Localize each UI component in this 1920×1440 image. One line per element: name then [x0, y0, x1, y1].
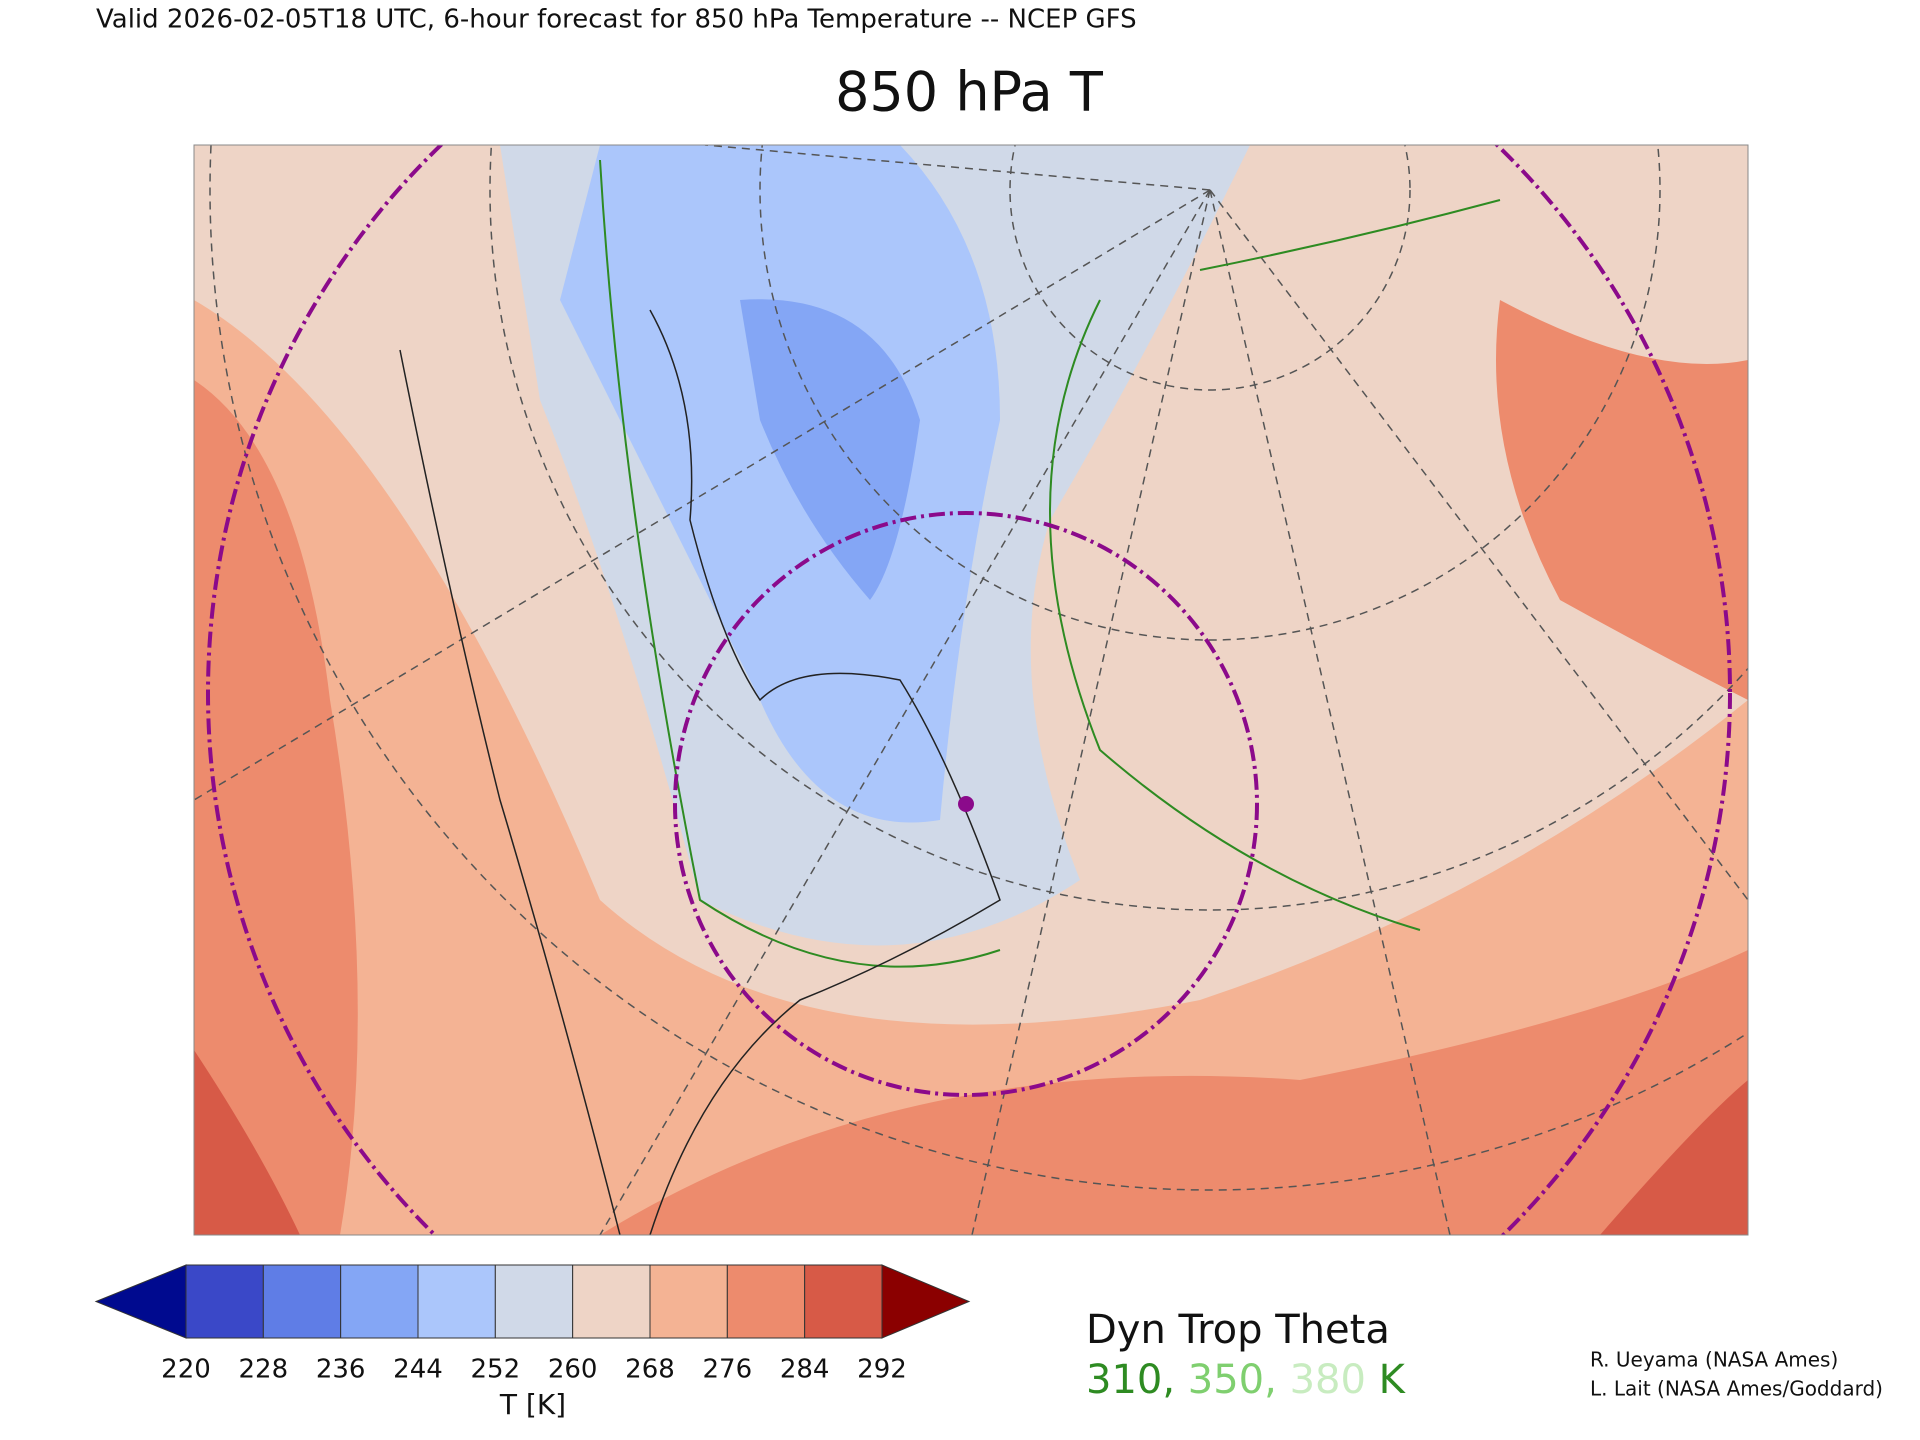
credit: L. Lait (NASA Ames/Goddard) [1590, 1377, 1883, 1401]
colorbar-tick-label: 284 [780, 1355, 830, 1385]
legend-level: 380 [1290, 1357, 1366, 1403]
inner-ring [673, 511, 1259, 1097]
colorbar: 220 228 236 244 252 260 268 276 284 292 [94, 1264, 971, 1385]
colorbar-tick-label: 228 [239, 1355, 289, 1385]
title: 850 hPa T [835, 61, 1104, 124]
hot-southwest [194, 1050, 300, 1235]
legend-level: 310, [1086, 1357, 1175, 1403]
colorbar-box [262, 1264, 342, 1339]
legend-unit: K [1379, 1357, 1407, 1403]
warm-south [600, 950, 1748, 1235]
colorbar-high-arrow [881, 1264, 971, 1339]
warm-east [1496, 300, 1748, 700]
colorbar-tick-label: 268 [625, 1355, 675, 1385]
colorbar-tick-label: 244 [393, 1355, 443, 1385]
legend-level: 350, [1188, 1357, 1277, 1403]
credit: R. Ueyama (NASA Ames) [1590, 1348, 1838, 1372]
colorbar-box [804, 1264, 883, 1339]
colorbar-tick-label: 236 [316, 1355, 366, 1385]
legend-levels: 310, 350, 380 K [1086, 1357, 1407, 1403]
center-dot [958, 796, 974, 812]
colorbar-tick-label: 260 [548, 1355, 598, 1385]
theta-contours [599, 159, 1501, 968]
colorbar-box [494, 1264, 574, 1339]
valid-line: Valid 2026-02-05T18 UTC, 6-hour forecast… [96, 5, 1137, 35]
outer-ring [206, 145, 1732, 1235]
colorbar-box [417, 1264, 496, 1339]
colorbar-box [726, 1264, 806, 1339]
legend-title: Dyn Trop Theta [1086, 1307, 1390, 1353]
colorbar-box [572, 1264, 651, 1339]
colorbar-tick-label: 292 [857, 1355, 907, 1385]
hot-southeast [1600, 1080, 1748, 1235]
colorbar-box [340, 1264, 419, 1339]
warm-west [194, 380, 358, 1235]
colorbar-tick-label: 220 [161, 1355, 211, 1385]
colorbar-tick-label: 252 [471, 1355, 521, 1385]
colorbar-tick-label: 276 [703, 1355, 753, 1385]
colder-region [560, 145, 1000, 823]
colorbar-box [185, 1264, 264, 1339]
colorbar-low-arrow [94, 1264, 187, 1339]
graticule [194, 145, 1748, 1235]
coastlines [399, 309, 1001, 1235]
colorbar-box [649, 1264, 728, 1339]
colorbar-label: T [K] [499, 1388, 566, 1421]
map-frame [193, 144, 1749, 1236]
coldest-region [740, 299, 920, 600]
map [194, 145, 1748, 1235]
